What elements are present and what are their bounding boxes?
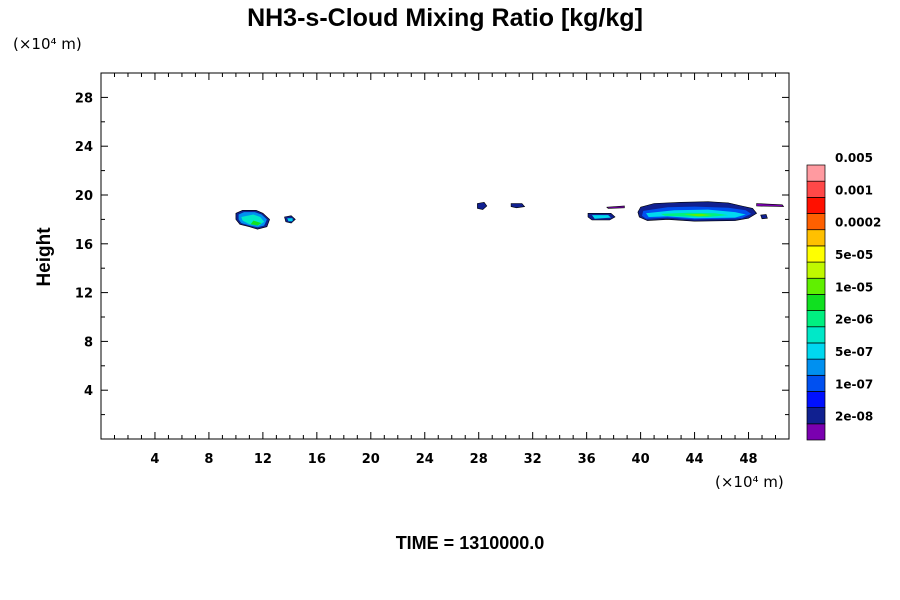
- x-tick-label: 16: [308, 452, 326, 467]
- contour-region-15: [760, 214, 768, 220]
- colorbar-label: 5e-07: [835, 345, 873, 359]
- y-unit-label: (×10⁴ m): [13, 35, 82, 53]
- contour-region-16: [606, 205, 625, 209]
- colorbar-swatch: [806, 164, 826, 182]
- y-tick-label: 12: [75, 287, 93, 302]
- contour-region-17: [756, 203, 785, 207]
- colorbar-label: 0.0002: [835, 216, 881, 230]
- colorbar-label: 1e-05: [835, 280, 873, 294]
- colorbar-label: 5e-05: [835, 248, 873, 262]
- x-tick-label: 8: [204, 452, 213, 467]
- x-tick-label: 12: [254, 452, 272, 467]
- y-tick-label: 16: [75, 238, 93, 253]
- x-tick-label: 44: [686, 452, 704, 467]
- colorbar-label: 1e-07: [835, 377, 873, 391]
- colorbar-swatch: [806, 261, 826, 279]
- y-tick-label: 24: [75, 140, 93, 155]
- colorbar-swatch: [806, 407, 826, 425]
- contour-region-7: [510, 203, 526, 209]
- colorbar-swatch: [806, 229, 826, 247]
- colorbar-swatch: [806, 342, 826, 360]
- colorbar-label: 2e-08: [835, 410, 873, 424]
- contour-region-5: [287, 218, 293, 222]
- colorbar-swatch: [806, 310, 826, 328]
- x-tick-label: 36: [578, 452, 596, 467]
- y-tick-label: 20: [75, 189, 93, 204]
- colorbar-swatch: [806, 423, 826, 441]
- colorbar-label: 2e-06: [835, 313, 873, 327]
- x-tick-label: 20: [362, 452, 380, 467]
- y-tick-label: 8: [84, 335, 93, 350]
- x-tick-label: 40: [632, 452, 650, 467]
- colorbar-swatch: [806, 277, 826, 295]
- colorbar-swatch: [806, 374, 826, 392]
- colorbar-swatch: [806, 358, 826, 376]
- contour-region-6: [477, 201, 488, 210]
- colorbar-swatch: [806, 180, 826, 198]
- x-tick-label: 4: [150, 452, 159, 467]
- x-tick-label: 32: [524, 452, 542, 467]
- colorbar-swatch: [806, 326, 826, 344]
- colorbar-swatch: [806, 391, 826, 408]
- y-axis-label: Height: [34, 227, 55, 287]
- time-label: TIME = 1310000.0: [396, 533, 545, 553]
- x-tick-label: 28: [470, 452, 488, 467]
- y-tick-label: 28: [75, 91, 93, 106]
- colorbar-swatch: [806, 197, 826, 214]
- contour-regions: [235, 201, 785, 230]
- y-tick-label: 4: [84, 384, 93, 399]
- colorbar: 2e-08 1e-07 5e-07 2e-06 1e-05 5e-05 0.0002 0.00…: [806, 151, 881, 441]
- contour-region-14: [683, 213, 713, 217]
- colorbar-swatch: [806, 245, 826, 263]
- contour-region-9: [592, 215, 611, 219]
- colorbar-swatch: [806, 213, 826, 231]
- y-axis: 4 8 12 16 20 24 28: [75, 72, 789, 440]
- contour-region-3: [250, 220, 262, 226]
- x-tick-label: 24: [416, 452, 434, 467]
- chart-title: NH3-s-Cloud Mixing Ratio [kg/kg]: [247, 4, 643, 32]
- x-tick-label: 48: [739, 452, 757, 467]
- colorbar-label: 0.005: [835, 151, 873, 165]
- x-axis: 4 8 12 16 20 24 28 32 36 40 44 48: [100, 73, 790, 467]
- x-unit-label: (×10⁴ m): [715, 473, 784, 491]
- colorbar-swatch: [806, 294, 826, 311]
- colorbar-label: 0.001: [835, 183, 873, 197]
- plot-frame: [100, 72, 790, 440]
